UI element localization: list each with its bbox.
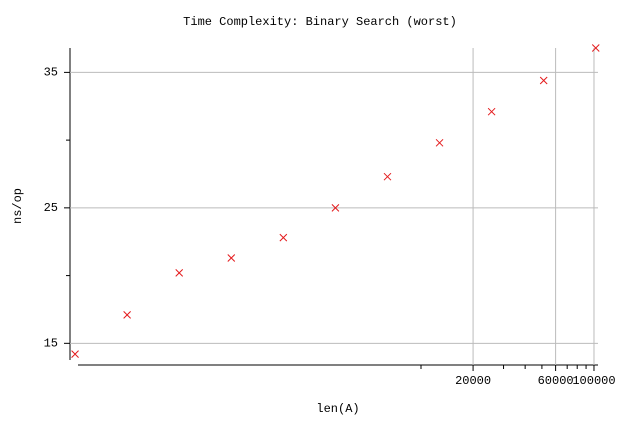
y-tick-label: 25 xyxy=(44,201,58,215)
point xyxy=(591,44,600,52)
point xyxy=(539,76,548,85)
point xyxy=(71,350,79,359)
point xyxy=(487,107,496,116)
point xyxy=(331,204,340,212)
point xyxy=(227,254,236,262)
point xyxy=(435,138,444,147)
x-tick-label: 100000 xyxy=(572,374,615,388)
x-tick-label: 20000 xyxy=(455,374,491,388)
x-axis-label: len(A) xyxy=(316,402,359,416)
y-axis-label: ns/op xyxy=(11,188,25,224)
point xyxy=(175,269,184,277)
x-tick-label: 60000 xyxy=(538,374,574,388)
y-tick-label: 35 xyxy=(44,66,58,80)
y-tick-label: 15 xyxy=(44,336,58,350)
point xyxy=(383,172,392,181)
point xyxy=(123,311,131,319)
point xyxy=(279,233,288,242)
chart-title: Time Complexity: Binary Search (worst) xyxy=(183,15,457,29)
